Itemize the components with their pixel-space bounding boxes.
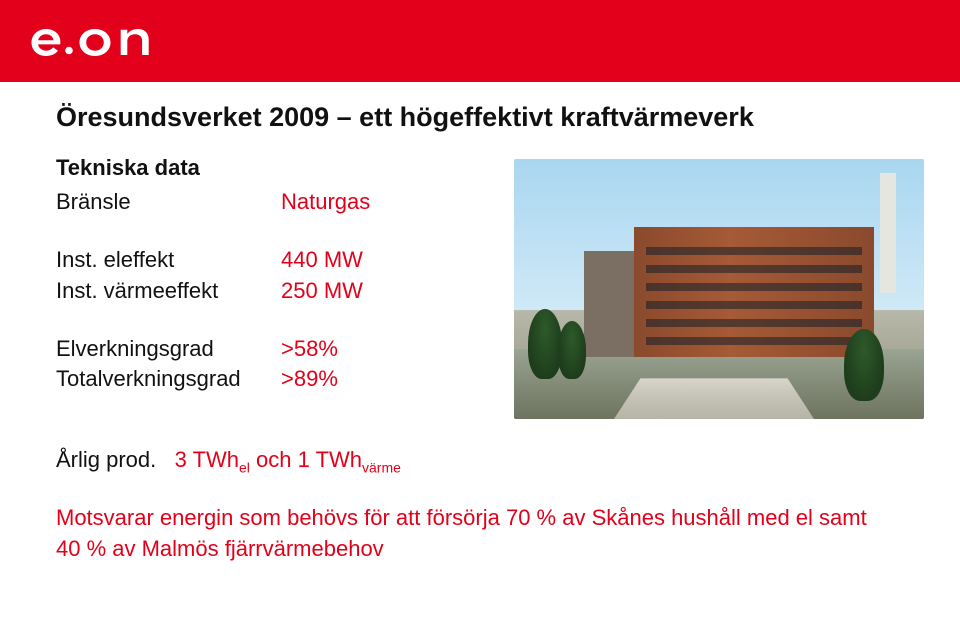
left-column: Tekniska data Bränsle Naturgas Inst. ele… (56, 155, 486, 419)
data-row: Inst. eleffekt 440 MW (56, 245, 486, 275)
row-label: Totalverkningsgrad (56, 364, 281, 394)
row-label: Inst. eleffekt (56, 245, 281, 275)
two-column-layout: Tekniska data Bränsle Naturgas Inst. ele… (56, 155, 920, 419)
brand-logo (28, 19, 168, 63)
row-label: Elverkningsgrad (56, 334, 281, 364)
data-row: Elverkningsgrad >58% (56, 334, 486, 364)
annual-production-line: Årlig prod. 3 TWhel och 1 TWhvärme (56, 447, 920, 475)
slide-title: Öresundsverket 2009 – ett högeffektivt k… (56, 102, 920, 133)
row-value: >58% (281, 334, 338, 364)
header-bar (0, 0, 960, 82)
row-value: 440 MW (281, 245, 363, 275)
prod-label: Årlig prod. (56, 447, 156, 472)
prod-value-prefix: 3 TWh (175, 447, 239, 472)
row-value: >89% (281, 364, 338, 394)
facility-rendering (514, 159, 924, 419)
footer-summary: Motsvarar energin som behövs för att för… (56, 503, 886, 564)
slide-content: Öresundsverket 2009 – ett högeffektivt k… (0, 82, 960, 564)
prod-value-mid: och 1 TWh (250, 447, 362, 472)
tekniska-data-heading: Tekniska data (56, 155, 486, 181)
prod-value: 3 TWhel och 1 TWhvärme (175, 447, 401, 472)
prod-sub-el: el (239, 459, 250, 475)
row-label: Bränsle (56, 187, 281, 217)
row-value: Naturgas (281, 187, 370, 217)
row-value: 250 MW (281, 276, 363, 306)
data-row: Bränsle Naturgas (56, 187, 486, 217)
prod-sub-varme: värme (362, 459, 401, 475)
right-column (514, 155, 924, 419)
data-row: Totalverkningsgrad >89% (56, 364, 486, 394)
data-row: Inst. värmeeffekt 250 MW (56, 276, 486, 306)
row-label: Inst. värmeeffekt (56, 276, 281, 306)
eon-logo-svg (28, 19, 168, 63)
